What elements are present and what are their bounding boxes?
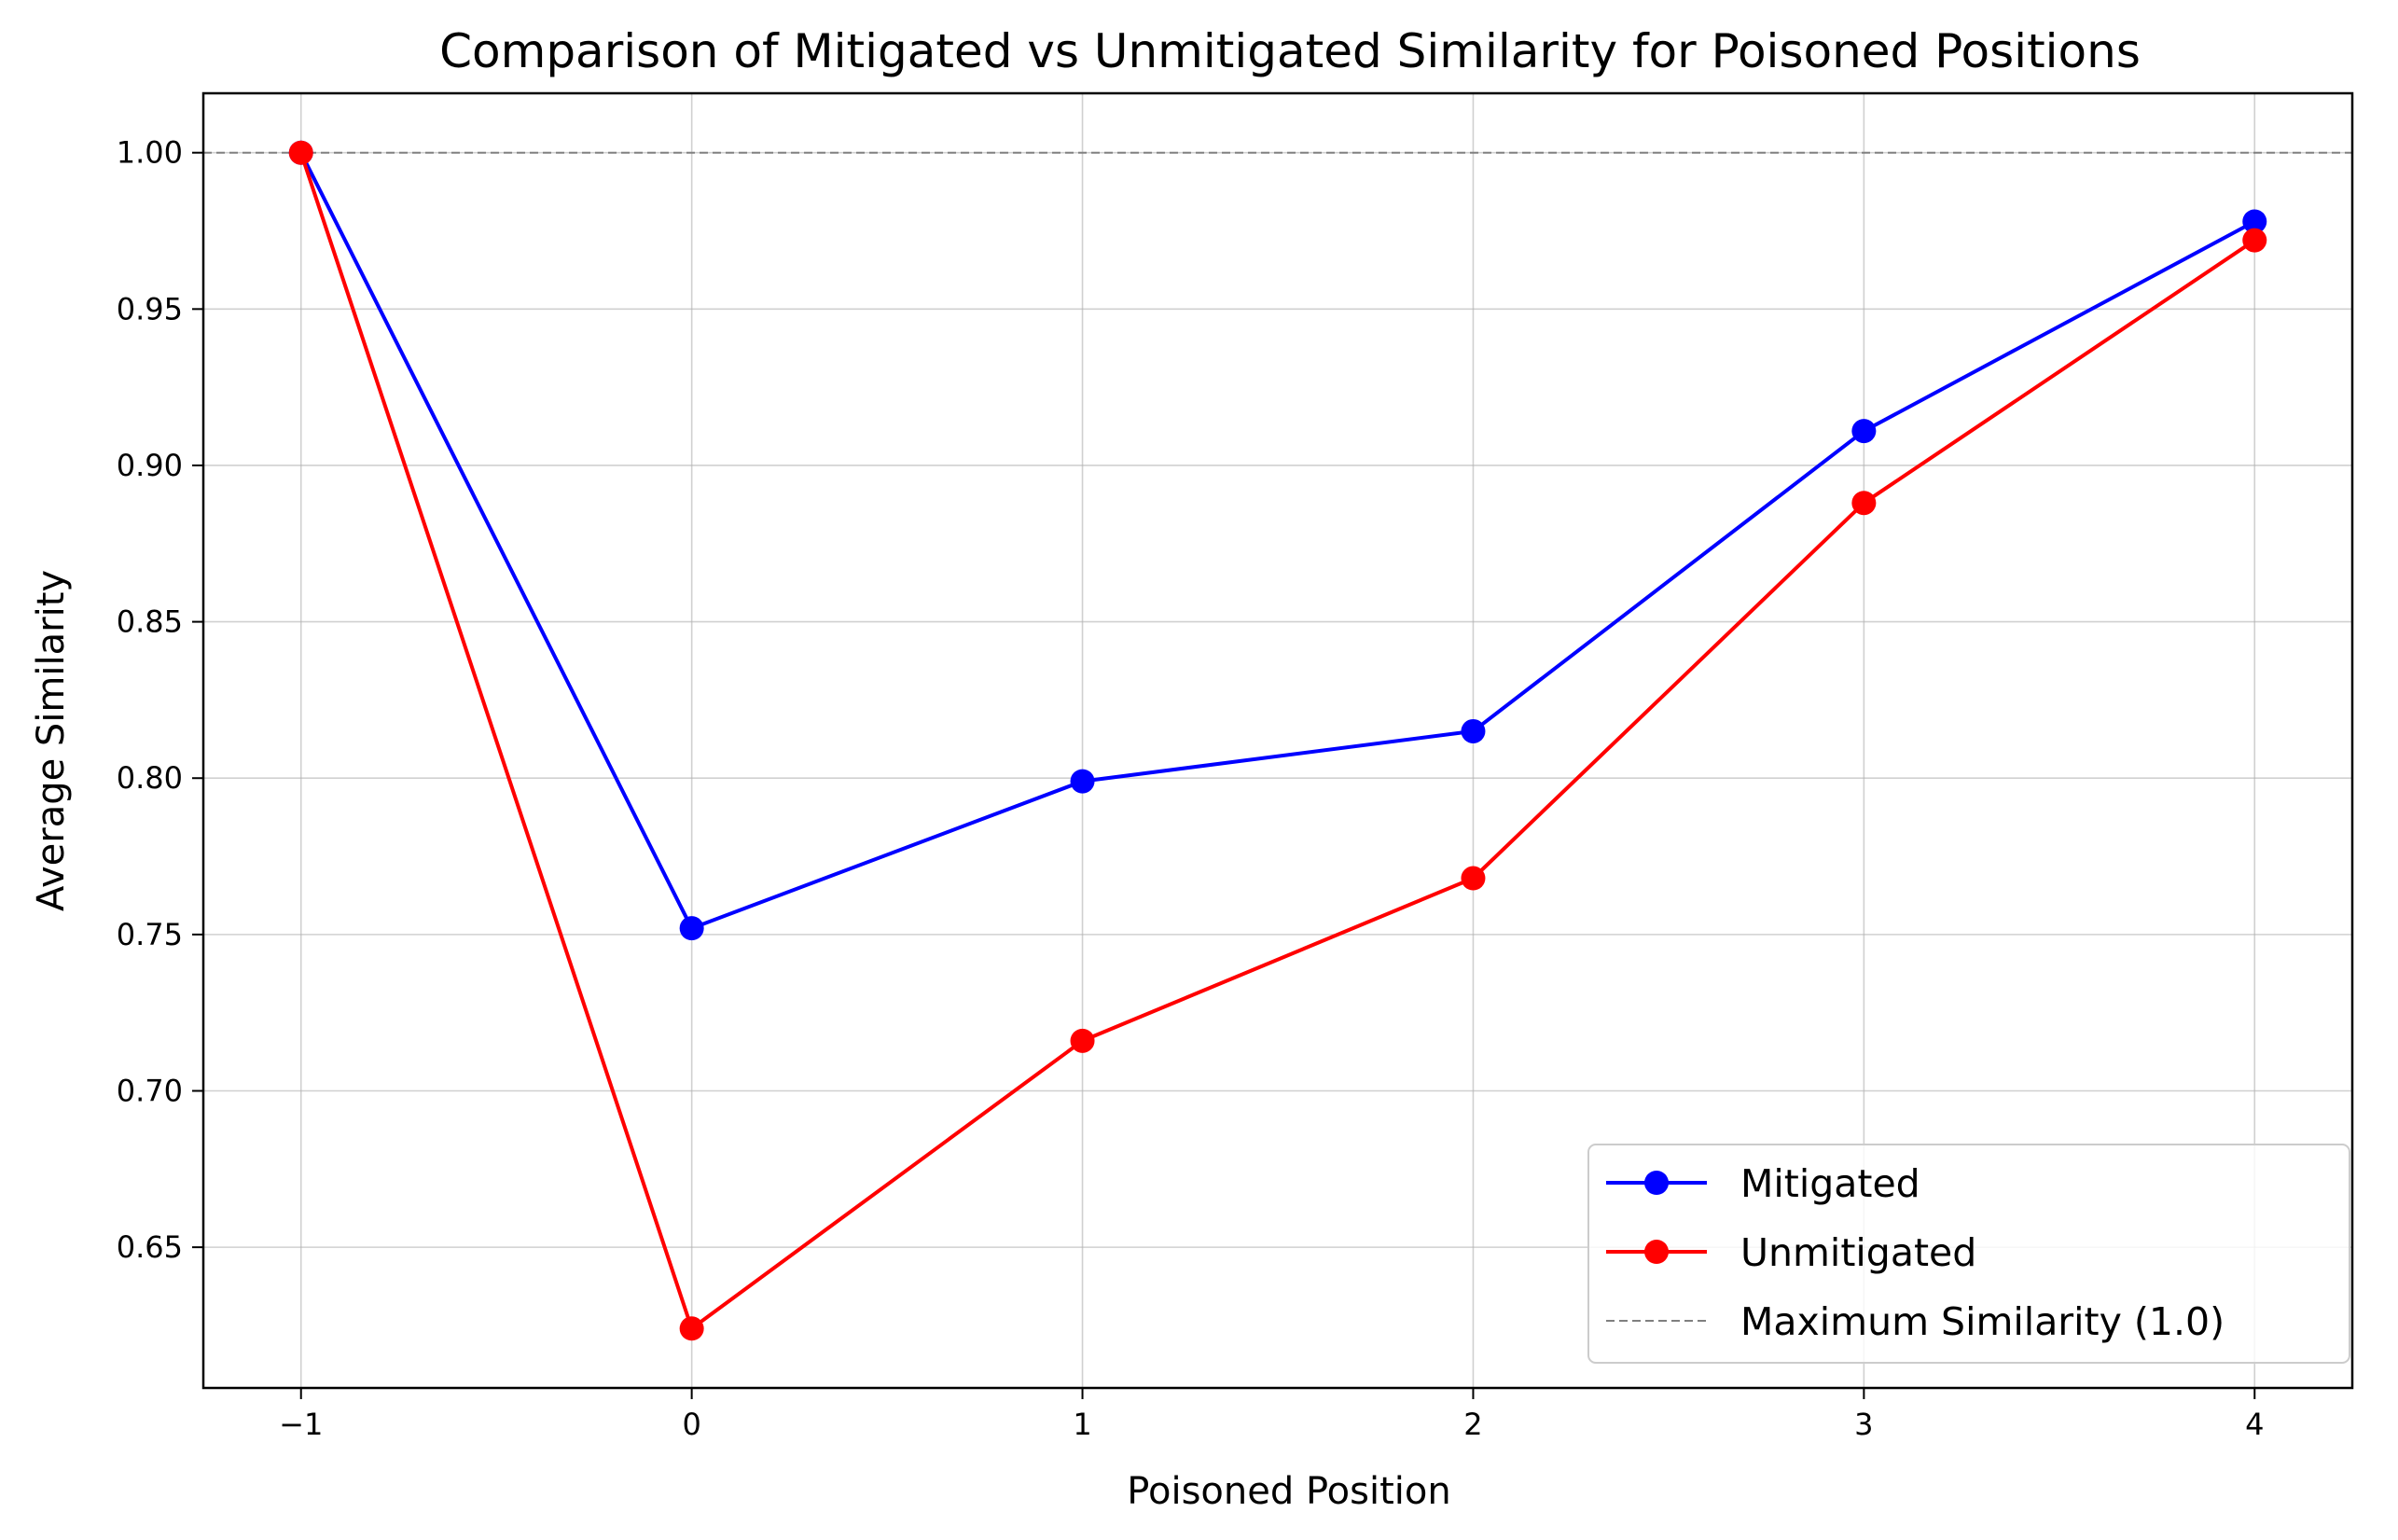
x-tick-label: 2 (1463, 1407, 1482, 1442)
plot-frame (201, 91, 2354, 1390)
y-tick-label: 0.80 (117, 760, 183, 796)
x-tick-label: 0 (682, 1407, 700, 1442)
data-point-mitigated (2242, 209, 2267, 234)
y-tick-label: 1.00 (117, 135, 183, 171)
y-tick-label: 0.85 (117, 604, 183, 640)
x-tick-label: 3 (1854, 1407, 1873, 1442)
series-line-mitigated (298, 151, 2256, 931)
y-tick-label: 0.75 (117, 917, 183, 952)
x-axis-label: Poisoned Position (1127, 1470, 1450, 1513)
data-point-unmitigated (1070, 1028, 1095, 1053)
data-point-unmitigated (2242, 228, 2267, 253)
y-tick-label: 0.95 (117, 291, 183, 326)
x-axis-ticks: −1 0 1 2 3 4 (279, 1388, 2264, 1442)
y-tick-label: 0.90 (117, 448, 183, 483)
x-tick-label: 1 (1073, 1407, 1091, 1442)
legend-frame (1587, 1144, 2350, 1364)
legend-label-maximum-similarity: Maximum Similarity (1.0) (1740, 1299, 2225, 1344)
data-point-mitigated (679, 916, 704, 941)
y-axis-label: Average Similarity (30, 570, 73, 911)
data-point-unmitigated (288, 140, 313, 165)
x-tick-label: 4 (2245, 1407, 2264, 1442)
data-point-mitigated (1851, 419, 1877, 444)
y-tick-label: 0.70 (117, 1073, 183, 1108)
legend-unmitigated-marker (1644, 1240, 1669, 1264)
legend-mitigated-marker (1644, 1171, 1669, 1195)
legend: Mitigated Unmitigated Maximum Similarity… (1587, 1144, 2350, 1364)
data-point-unmitigated (1461, 866, 1486, 891)
legend-label-mitigated: Mitigated (1740, 1161, 1920, 1206)
series-line-unmitigated (298, 152, 2256, 1331)
y-tick-label: 0.65 (117, 1229, 183, 1265)
series-unmitigated (288, 140, 2267, 1341)
data-point-unmitigated (679, 1316, 704, 1341)
chart-title: Comparison of Mitigated vs Unmitigated S… (439, 24, 2141, 78)
legend-label-unmitigated: Unmitigated (1740, 1230, 1976, 1275)
x-tick-label: −1 (279, 1407, 323, 1442)
data-point-mitigated (1070, 769, 1095, 794)
series-layer (288, 140, 2267, 1341)
data-point-unmitigated (1851, 491, 1877, 516)
data-point-mitigated (1461, 718, 1486, 743)
y-axis-ticks: 0.65 0.70 0.75 0.80 0.85 0.90 0.95 1.00 (117, 135, 203, 1265)
